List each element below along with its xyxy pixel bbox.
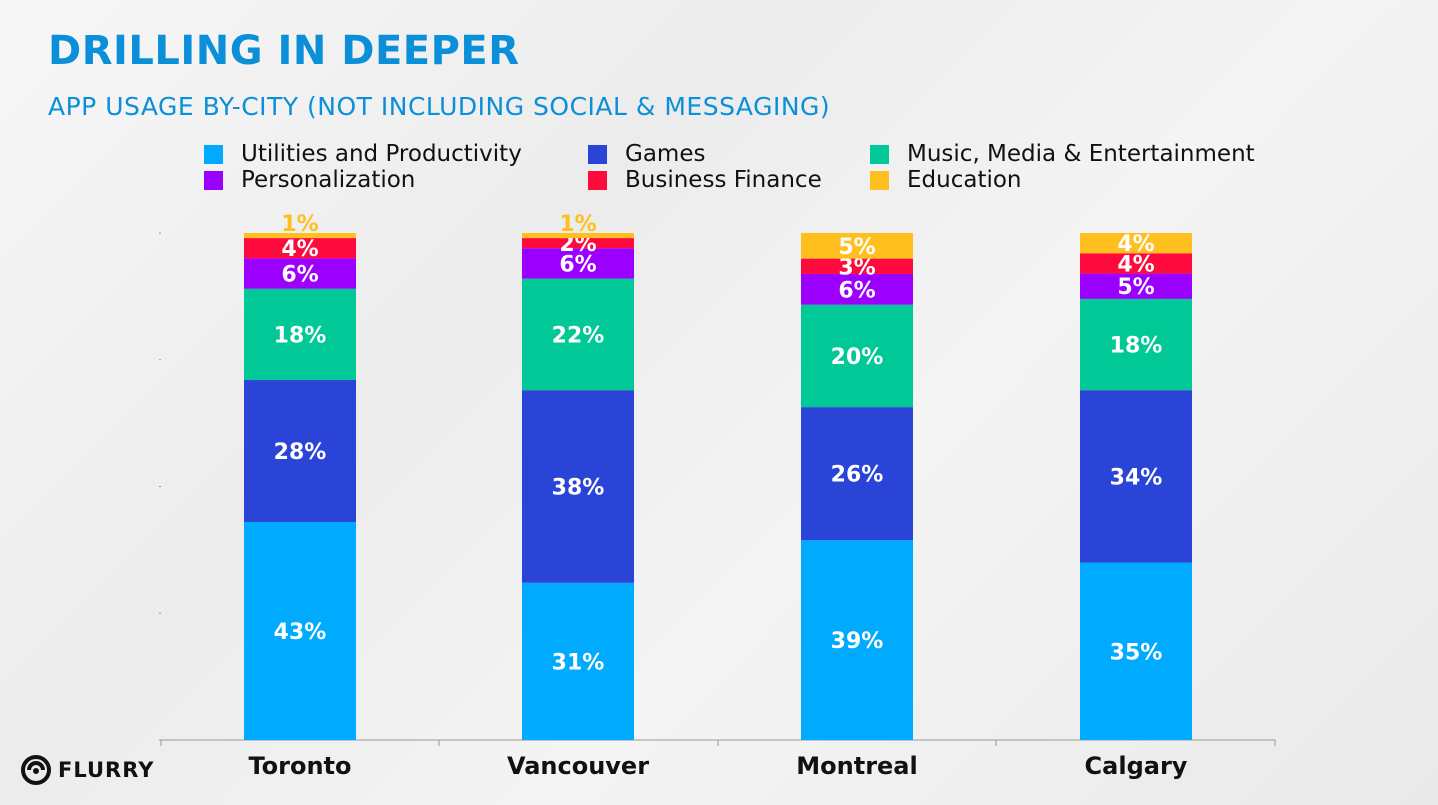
bar-segment-calgary-1 [1080, 390, 1192, 563]
data-label: 26% [831, 463, 884, 488]
bar-segment-montreal-1 [801, 407, 913, 541]
data-label: 1% [281, 212, 318, 237]
bar-segment-vancouver-1 [522, 390, 634, 583]
flurry-logo: FLURRY [20, 754, 154, 786]
data-label: 31% [552, 650, 605, 675]
data-label: 1% [559, 212, 596, 237]
bar-segment-toronto-3 [244, 258, 356, 289]
bar-segment-montreal-5 [801, 233, 913, 259]
bar-segment-montreal-3 [801, 273, 913, 305]
page-title: DRILLING IN DEEPER [48, 28, 520, 74]
bar-segment-toronto-1 [244, 380, 356, 522]
bar-segment-vancouver-5 [522, 233, 634, 239]
data-label: 22% [552, 323, 605, 348]
bar-segment-calgary-4 [1080, 253, 1192, 274]
data-label: 28% [274, 440, 327, 465]
data-label: 18% [1110, 334, 1163, 359]
data-label: 38% [552, 476, 605, 501]
bar-segment-calgary-0 [1080, 562, 1192, 740]
bar-segment-montreal-2 [801, 304, 913, 408]
bar-segment-toronto-5 [244, 233, 356, 239]
category-label-montreal: Montreal [796, 752, 917, 780]
category-label-toronto: Toronto [248, 752, 351, 780]
bar-segment-montreal-0 [801, 540, 913, 740]
bar-segment-vancouver-3 [522, 248, 634, 279]
bar-segment-calgary-3 [1080, 273, 1192, 299]
category-label-vancouver: Vancouver [507, 752, 649, 780]
page-subtitle: APP USAGE BY-CITY (NOT INCLUDING SOCIAL … [48, 92, 831, 121]
bar-segment-calgary-5 [1080, 233, 1192, 254]
bar-segment-toronto-4 [244, 238, 356, 259]
bar-segment-vancouver-2 [522, 278, 634, 391]
data-label: 4% [281, 237, 318, 262]
bar-segment-montreal-4 [801, 258, 913, 274]
data-label: 43% [274, 620, 327, 645]
data-label: 5% [1117, 275, 1154, 300]
data-label: 4% [1117, 232, 1154, 257]
category-label-calgary: Calgary [1085, 752, 1188, 780]
data-label: 6% [281, 263, 318, 288]
data-label: 3% [838, 255, 875, 280]
bar-segment-vancouver-4 [522, 238, 634, 249]
data-label: 39% [831, 629, 884, 654]
flurry-logo-icon [21, 755, 51, 785]
bar-segment-toronto-2 [244, 288, 356, 381]
data-label: 35% [1110, 640, 1163, 665]
data-label: 6% [838, 278, 875, 303]
data-label: 18% [274, 323, 327, 348]
logo-text: FLURRY [58, 758, 155, 782]
data-label: 6% [559, 252, 596, 277]
bar-segment-vancouver-0 [522, 582, 634, 740]
data-label: 20% [831, 345, 884, 370]
data-label: 34% [1110, 465, 1163, 490]
bar-segment-toronto-0 [244, 521, 356, 740]
data-label: 5% [838, 235, 875, 260]
data-label: 4% [1117, 252, 1154, 277]
bar-segment-calgary-2 [1080, 298, 1192, 391]
